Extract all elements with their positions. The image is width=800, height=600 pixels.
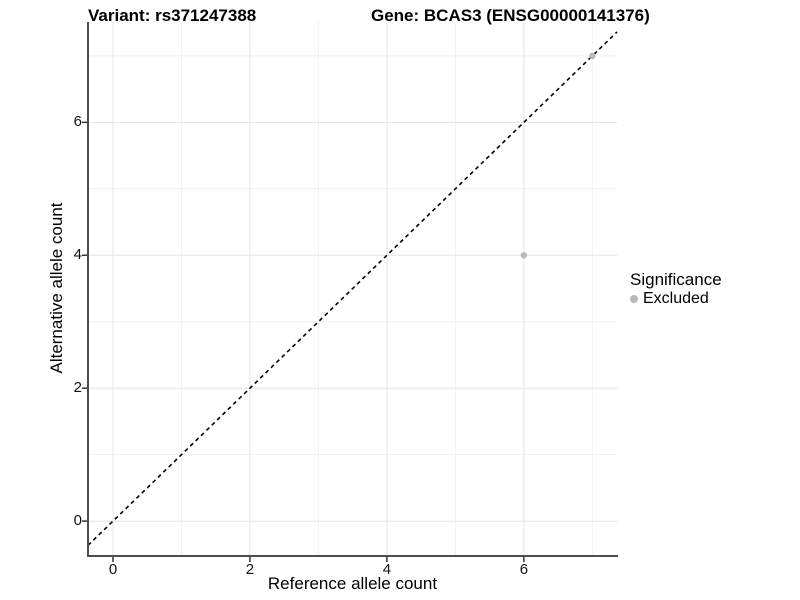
identity-reference-line — [87, 31, 618, 546]
legend-item-label: Excluded — [643, 290, 709, 307]
legend: Significance Excluded — [630, 270, 722, 308]
x-tick-label: 6 — [519, 561, 529, 578]
y-axis-title: Alternative allele count — [47, 202, 66, 374]
y-tick-label: 0 — [73, 512, 82, 530]
data-point-excluded — [520, 252, 528, 259]
legend-key-dot-icon — [630, 295, 638, 303]
data-point-excluded — [589, 52, 596, 60]
y-tick-label: 6 — [73, 113, 82, 131]
plot-title-variant: Variant: rs371247388 — [88, 6, 257, 25]
x-tick-label: 2 — [245, 561, 255, 578]
y-tick-label: 4 — [73, 246, 82, 264]
x-axis-title: Reference allele count — [267, 574, 438, 593]
legend-item-excluded: Excluded — [630, 290, 722, 308]
x-tick-label: 4 — [382, 561, 392, 578]
legend-title: Significance — [630, 270, 722, 289]
y-tick-label: 2 — [73, 379, 82, 397]
plot-title-gene: Gene: BCAS3 (ENSG00000141376) — [371, 6, 650, 25]
x-tick-label: 0 — [108, 561, 118, 578]
